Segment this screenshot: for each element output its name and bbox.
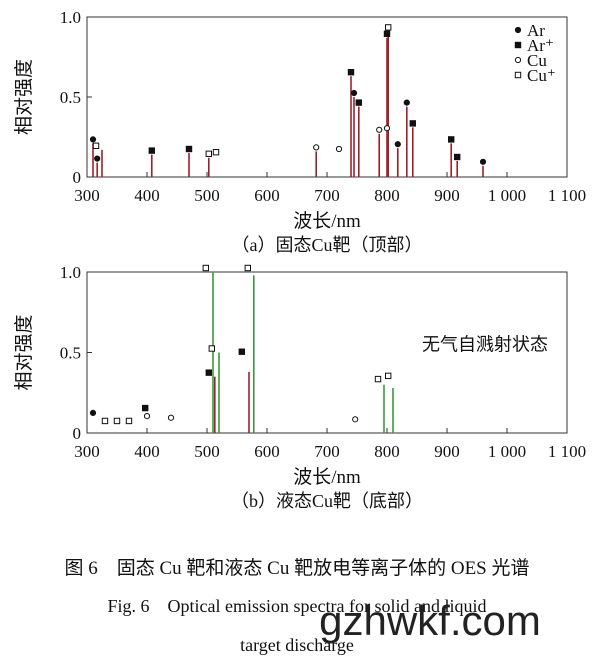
marker (89, 409, 97, 416)
marker (113, 417, 121, 425)
marker (212, 149, 220, 156)
y-tick-label: 1.0 (60, 8, 81, 27)
annotation: 无气自溅射状态 (422, 335, 548, 355)
x-tick-label: 1 000 (488, 186, 526, 205)
marker (385, 24, 392, 31)
marker (185, 145, 193, 153)
watermark: gzhwkf.com (319, 597, 541, 644)
subcaption: （a）固态Cu靶（顶部） (232, 235, 423, 255)
marker (350, 89, 358, 97)
marker (94, 155, 101, 162)
marker (205, 150, 213, 158)
x-tick-label: 500 (194, 186, 220, 205)
marker (148, 147, 156, 154)
y-axis-label: 相对强度 (13, 314, 35, 390)
marker (101, 417, 109, 425)
marker (376, 126, 383, 133)
marker (205, 369, 213, 376)
marker (208, 345, 216, 352)
legend-marker (514, 26, 522, 34)
x-tick-label: 400 (134, 186, 160, 205)
x-tick-label: 300 (74, 186, 100, 205)
x-tick-label: 500 (194, 442, 220, 461)
marker (454, 153, 461, 161)
marker (202, 264, 210, 272)
marker (383, 125, 391, 132)
y-tick-label: 0.5 (60, 88, 81, 107)
x-tick-label: 800 (374, 186, 400, 205)
marker (394, 141, 401, 148)
x-tick-label: 400 (134, 442, 160, 461)
marker (125, 417, 133, 425)
marker (143, 413, 151, 420)
y-tick-label: 0 (73, 424, 82, 443)
marker (448, 136, 455, 143)
marker (385, 372, 392, 380)
x-tick-label: 700 (314, 186, 340, 205)
legend-marker (514, 56, 522, 64)
marker (244, 264, 252, 272)
plot-frame (86, 16, 568, 178)
x-tick-label: 800 (374, 442, 400, 461)
marker (383, 30, 391, 38)
legend-label: Ar (527, 21, 545, 40)
x-axis-label: 波长/nm (293, 466, 361, 488)
y-tick-label: 0.5 (60, 344, 81, 363)
marker (313, 144, 320, 151)
x-tick-label: 700 (314, 442, 340, 461)
marker (238, 348, 246, 355)
x-tick-label: 1 100 (548, 186, 586, 205)
y-tick-label: 1.0 (60, 263, 81, 282)
marker (142, 404, 149, 412)
marker (347, 69, 355, 76)
marker (403, 99, 410, 106)
marker (355, 99, 363, 106)
marker (92, 142, 100, 150)
marker (335, 145, 343, 153)
legend-label: Cu (527, 51, 547, 70)
subcaption: （b）液态Cu靶（底部） (231, 491, 423, 511)
x-tick-label: 900 (434, 442, 460, 461)
legend-label: Ar⁺ (527, 36, 554, 55)
x-tick-label: 300 (74, 442, 100, 461)
legend-marker (514, 71, 522, 79)
marker (352, 416, 359, 423)
x-tick-label: 600 (254, 442, 280, 461)
x-axis-label: 波长/nm (293, 210, 361, 232)
y-axis-label: 相对强度 (13, 59, 35, 135)
marker (409, 120, 417, 127)
marker (374, 375, 382, 383)
x-tick-label: 900 (434, 186, 460, 205)
marker (89, 136, 97, 143)
y-tick-label: 0 (73, 168, 82, 187)
x-tick-label: 1 000 (488, 442, 526, 461)
caption-en: target discharge (240, 635, 354, 655)
marker (479, 158, 487, 165)
marker (167, 414, 175, 421)
caption-zh: 图 6 固态 Cu 靶和液态 Cu 靶放电等离子体的 OES 光谱 (65, 557, 530, 579)
x-tick-label: 600 (254, 186, 280, 205)
legend-label: Cu⁺ (527, 66, 556, 85)
caption-en: Fig. 6 Optical emission spectra for soli… (108, 596, 487, 616)
x-tick-label: 1 100 (548, 442, 586, 461)
legend-marker (514, 41, 522, 49)
